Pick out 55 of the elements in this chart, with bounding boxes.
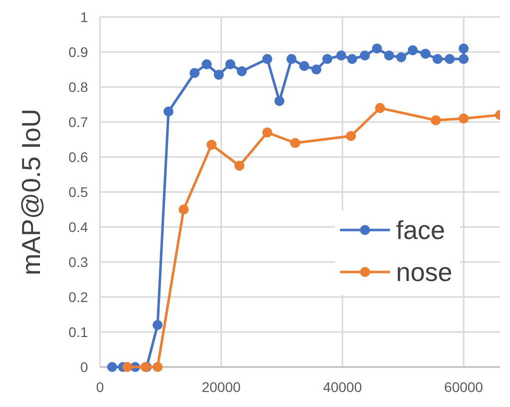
point xyxy=(430,115,441,126)
y-tick-label: 0.7 xyxy=(68,114,88,130)
point xyxy=(152,320,163,330)
legend-label: nose xyxy=(396,257,452,288)
point xyxy=(163,106,174,116)
point xyxy=(152,362,163,372)
point xyxy=(384,50,394,60)
point xyxy=(408,45,418,56)
point xyxy=(178,204,189,214)
point xyxy=(122,362,132,372)
point xyxy=(225,59,236,70)
point xyxy=(360,50,370,60)
y-tick-label: 1 xyxy=(80,8,88,25)
y-tick-label: 0.3 xyxy=(68,254,88,270)
x-tick-label: 60000 xyxy=(444,379,484,395)
x-tick-label: 0 xyxy=(96,379,104,395)
point xyxy=(458,54,469,64)
x-tick-label: 40000 xyxy=(322,379,362,395)
y-tick-label: 0.4 xyxy=(68,218,88,235)
point xyxy=(202,59,212,70)
x-tick-label: 20000 xyxy=(202,379,241,395)
y-axis-title: mAP@0.5 IoU xyxy=(16,108,46,276)
point xyxy=(299,61,310,71)
y-tick-label: 0.9 xyxy=(68,44,88,60)
y-tick-label: 0.5 xyxy=(68,184,88,200)
point xyxy=(236,66,247,76)
point xyxy=(311,64,322,74)
point xyxy=(190,68,200,78)
point xyxy=(214,70,224,80)
point xyxy=(274,96,284,106)
point xyxy=(234,160,244,171)
point xyxy=(286,54,297,64)
point xyxy=(262,128,272,138)
point xyxy=(346,131,356,141)
point xyxy=(347,54,358,64)
point xyxy=(322,54,332,64)
point xyxy=(336,50,346,60)
point xyxy=(396,52,406,62)
y-tick-label: 0.6 xyxy=(68,148,88,165)
point xyxy=(262,54,272,64)
point xyxy=(107,362,118,372)
y-tick-label: 0.8 xyxy=(68,78,88,95)
y-tick-label: 0.2 xyxy=(68,288,88,305)
point xyxy=(372,44,382,54)
point xyxy=(432,54,443,64)
point xyxy=(458,44,469,54)
point xyxy=(458,114,469,124)
point xyxy=(420,48,430,59)
point xyxy=(290,138,300,148)
point xyxy=(375,103,385,113)
point xyxy=(444,54,455,64)
y-tick-label: 0 xyxy=(80,358,88,375)
legend-label: face xyxy=(396,215,446,246)
point xyxy=(206,140,217,150)
y-tick-label: 0.1 xyxy=(68,324,88,340)
